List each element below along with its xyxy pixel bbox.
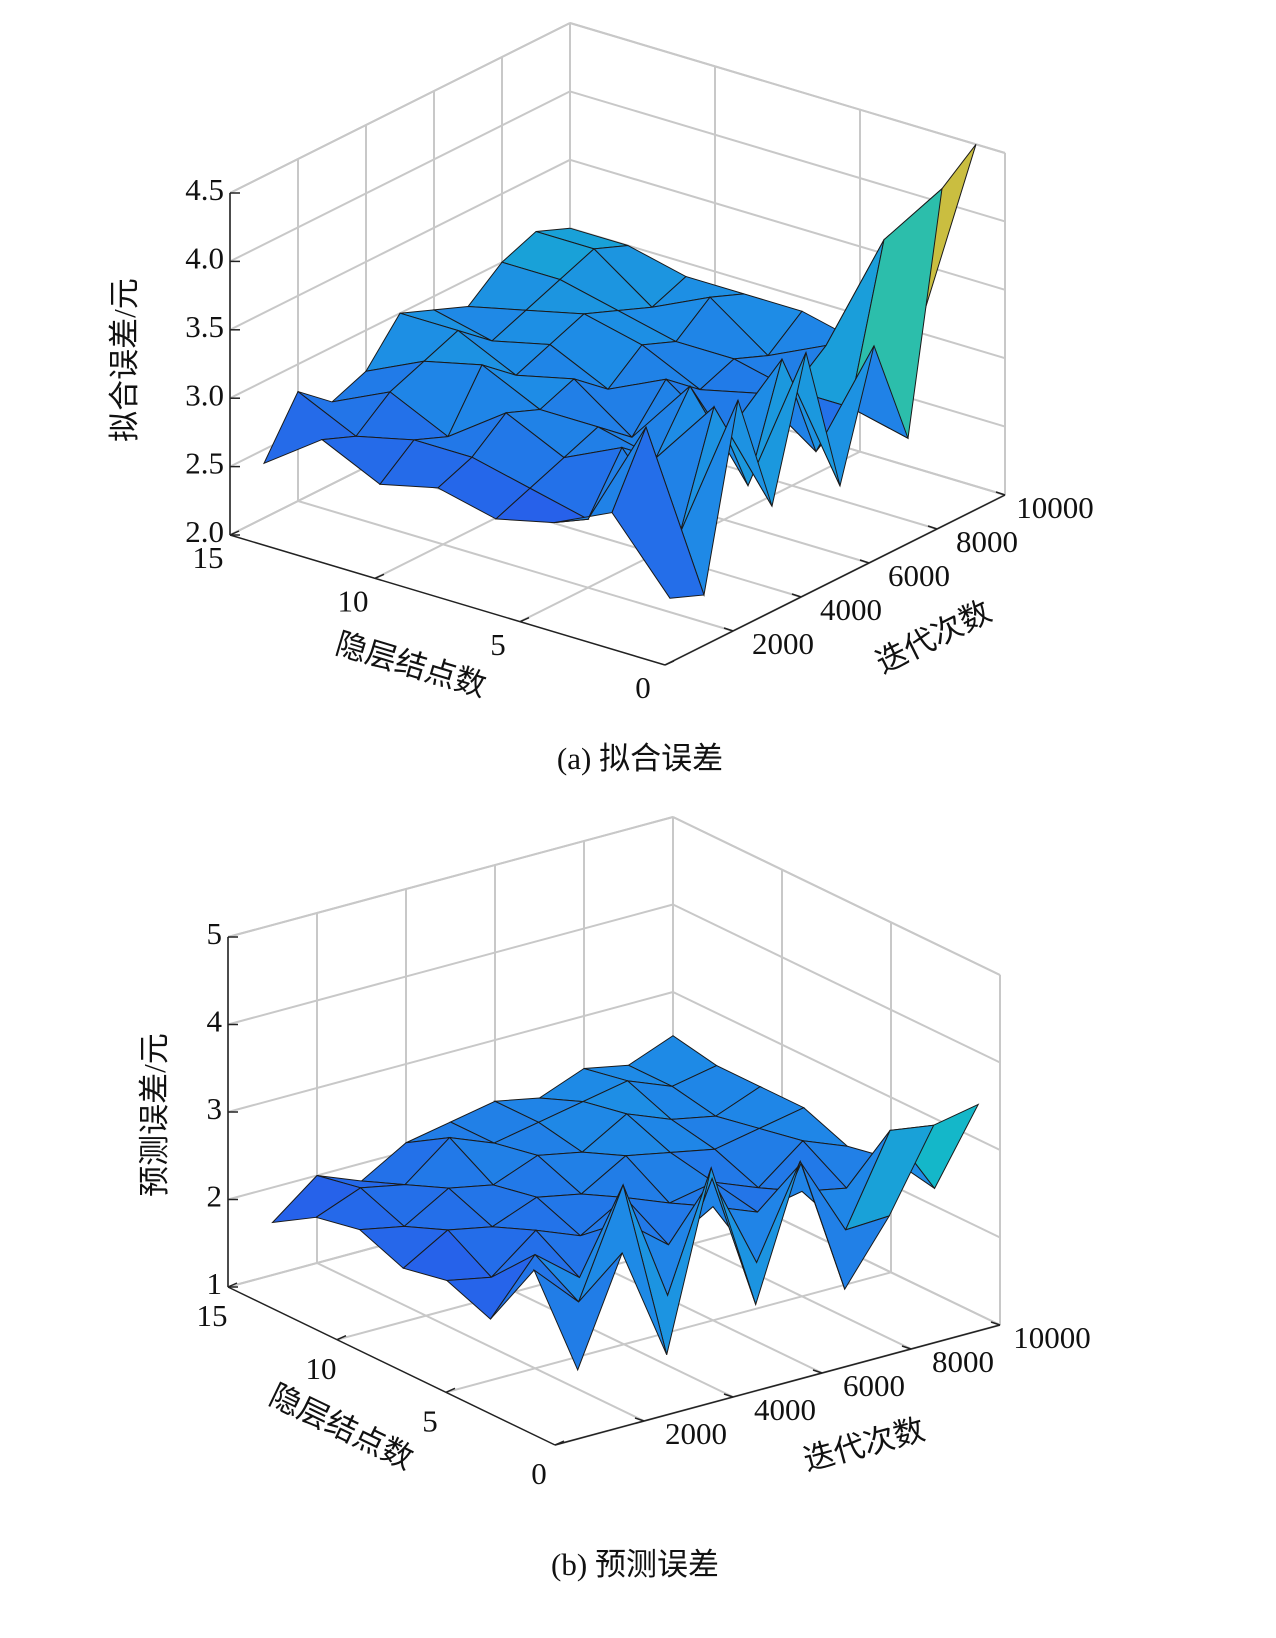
x-tick [723,627,734,632]
y-tick [336,1334,347,1341]
y-axis-label: 隐层结点数 [264,1377,419,1476]
x-tick [723,1393,734,1398]
z-tick-label: 4.0 [185,241,224,276]
x-tick [901,1345,912,1350]
y-tick-label: 15 [193,540,224,575]
x-tick [812,1369,823,1374]
x-axis [664,494,1006,666]
x-tick-label: 8000 [956,524,1018,559]
y-tick [664,660,675,666]
grid-line [316,1262,645,1422]
surface-patch [611,425,705,599]
grid-line [569,227,1006,360]
x-tick [995,491,1006,496]
z-tick-label: 5 [207,916,223,951]
x-tick-label: 4000 [820,592,882,627]
z-axis-label: 预测误差/元 [137,1033,172,1197]
z-tick-label: 3 [207,1091,223,1126]
y-axis-label: 隐层结点数 [332,626,491,704]
grid-line [227,991,674,1113]
y-tick-label: 0 [531,1456,547,1491]
grid-line [297,500,734,632]
y-tick [554,1440,565,1446]
z-tick-label: 1 [207,1266,223,1301]
y-tick [374,573,385,580]
y-tick [227,1282,238,1288]
x-tick-label: 10000 [1016,490,1094,525]
surface-patch [532,1252,623,1372]
z-tick-label: 2 [207,1179,223,1214]
x-tick [634,1417,645,1422]
z-tick-label: 2.5 [185,446,224,481]
y-tick [229,530,240,536]
x-axis-label: 迭代次数 [870,594,997,681]
x-tick-label: 4000 [754,1392,816,1427]
y-tick-label: 10 [306,1351,337,1386]
z-tick-label: 4.5 [185,172,224,207]
z-tick-label: 3.5 [185,309,224,344]
y-tick-label: 0 [635,670,651,705]
z-tick-label: 3.0 [185,377,224,412]
grid-line [229,158,571,331]
grid-line [569,22,1006,154]
x-tick-label: 10000 [1013,1320,1091,1355]
x-tick-label: 8000 [932,1344,994,1379]
grid-line [229,90,571,263]
y-axis [227,1286,556,1446]
grid-line [227,903,674,1026]
grid-line [227,816,674,938]
x-tick [990,1321,1001,1326]
x-tick-label: 2000 [752,626,814,661]
y-tick [519,616,530,623]
grid-line [229,22,571,194]
x-tick [859,559,870,564]
z-tick-label: 2.0 [185,514,224,549]
caption: (a) 拟合误差 [557,741,723,776]
y-tick-label: 15 [197,1298,228,1333]
x-tick-label: 6000 [843,1368,905,1403]
grid-line [672,903,1001,1064]
grid-line [672,816,1001,976]
x-axis [554,1324,1001,1446]
x-tick-label: 6000 [888,558,950,593]
z-axis-label: 拟合误差/元 [107,278,142,442]
x-tick-label: 2000 [665,1416,727,1451]
x-tick [927,525,938,530]
y-axis [229,534,666,666]
x-axis-label: 迭代次数 [800,1412,929,1478]
z-tick-label: 4 [207,1004,223,1039]
y-tick-label: 5 [490,627,506,662]
y-tick [445,1387,456,1394]
x-tick [791,593,802,598]
y-tick-label: 5 [422,1403,438,1438]
y-tick-label: 10 [338,583,369,618]
caption: (b) 预测误差 [551,1547,719,1582]
